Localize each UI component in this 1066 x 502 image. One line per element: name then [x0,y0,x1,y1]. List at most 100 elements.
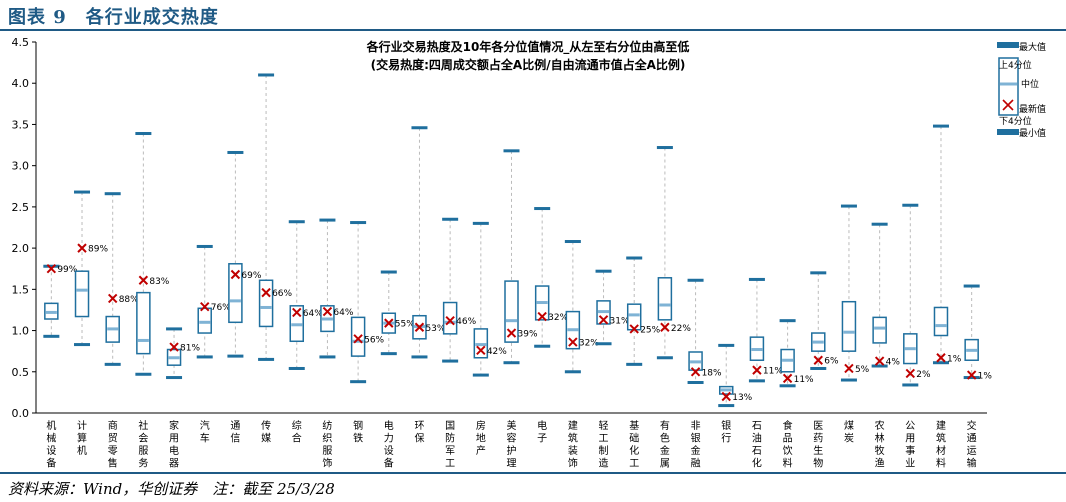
percentile-label: 64% [303,309,323,319]
max-cap [718,343,735,347]
latest-marker [721,391,731,402]
category-label: 林 [875,432,885,445]
latest-marker [138,275,149,285]
latest-marker [107,293,118,304]
max-cap [626,256,643,260]
category-label: 力 [384,432,394,445]
category-label: 零 [108,445,118,457]
percentile-label: 56% [364,335,384,345]
latest-marker [292,307,302,318]
latest-marker [537,311,547,322]
iqr-box [74,270,90,318]
latest-marker [384,318,394,328]
category-label: 公 [905,421,915,432]
category-label: 商 [108,419,118,432]
category-label: 用 [905,434,915,445]
category-label: 银 [691,432,701,445]
category-label: 房 [476,419,486,432]
category-label: 设 [384,445,394,457]
percentile-label: 13% [732,393,752,403]
iqr-box [350,316,366,357]
min-cap [350,380,367,384]
category-label: 化 [629,444,639,457]
min-cap [932,361,949,365]
min-cap [902,383,919,387]
latest-marker [936,353,946,363]
category-label: 建 [936,419,946,432]
percentile-label: 81% [180,344,200,354]
chart-subtitle: (交易热度:四周成交额占全A比例/自由流通市值占全A比例) [371,57,686,72]
legend-q1-label: 下4分位 [999,115,1032,127]
min-cap [871,364,888,368]
max-cap [442,217,459,221]
category-label: 媒 [261,433,271,445]
category-label: 造 [599,457,609,470]
min-cap [166,376,183,380]
latest-marker [476,345,486,356]
latest-marker [752,365,762,375]
iqr-box [197,307,212,334]
category-label: 建 [568,419,578,432]
category-label: 饰 [568,457,578,470]
percentile-label: 83% [149,277,169,287]
box-group: 53% 环保 [411,126,446,445]
category-label: 电 [537,419,547,432]
min-cap [718,404,735,408]
iqr-box [933,306,949,337]
category-label: 饰 [322,457,332,470]
category-label: 银 [721,419,731,432]
category-label: 输 [967,457,977,470]
latest-marker [77,243,87,253]
percentile-label: 22% [671,324,691,334]
percentile-label: 46% [456,317,476,327]
category-label: 油 [752,432,762,445]
category-label: 装 [568,444,578,457]
min-cap [963,376,980,380]
category-label: 金 [660,444,670,457]
y-tick-label: 3.5 [12,118,30,131]
min-cap [656,356,673,360]
percentile-label: 89% [88,245,108,255]
category-label: 贸 [108,433,118,445]
max-cap [963,284,980,288]
category-label: 属 [660,458,670,470]
y-tick-label: 3.0 [12,160,30,173]
min-cap [840,378,857,382]
max-cap [380,270,397,274]
min-cap [503,361,520,365]
category-label: 器 [169,458,179,470]
category-label: 饮 [783,444,793,457]
category-label: 工 [629,459,639,470]
min-cap [534,344,551,348]
y-tick-label: 4.0 [12,77,30,90]
category-label: 合 [292,432,302,445]
box-group: 64% 综合 [288,220,323,445]
max-cap [196,244,213,248]
category-label: 社 [138,419,148,432]
y-tick-label: 2.0 [12,242,30,255]
category-label: 煤 [844,419,854,432]
latest-marker [506,328,517,338]
min-cap [779,384,796,388]
percentile-label: 11% [794,375,814,385]
category-label: 理 [507,458,517,470]
percentile-label: 11% [763,367,783,377]
percentile-label: 5% [855,365,870,375]
percentile-label: 32% [548,313,568,323]
max-cap [748,277,765,281]
max-cap [840,204,857,208]
max-cap [135,132,152,136]
latest-marker [261,287,271,298]
category-label: 通 [230,420,240,432]
max-cap [472,221,489,225]
category-label: 传 [261,420,271,432]
category-label: 料 [783,457,793,470]
